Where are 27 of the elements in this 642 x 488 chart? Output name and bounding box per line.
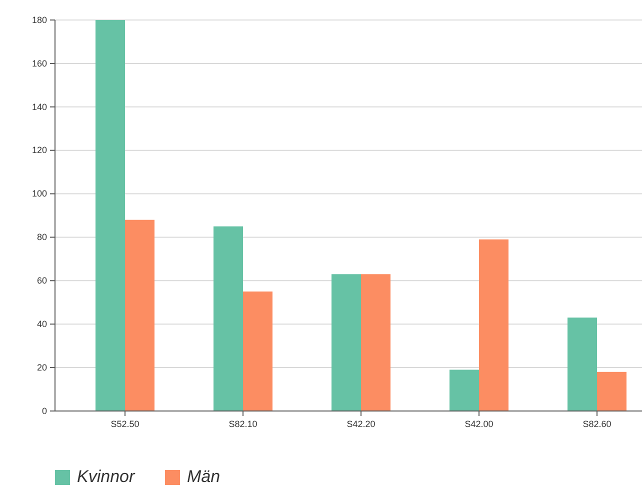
legend-label: Män [187, 467, 220, 486]
y-tick-label: 180 [32, 14, 47, 25]
bar [332, 274, 361, 411]
x-tick-label: S42.00 [464, 419, 494, 429]
bar [243, 292, 272, 411]
y-tick-label: 40 [36, 318, 47, 329]
x-tick-label: S82.10 [228, 419, 258, 429]
bar [479, 239, 508, 411]
x-tick-label: S42.20 [346, 419, 376, 429]
bar [125, 220, 154, 411]
bar [450, 370, 479, 411]
bar [597, 372, 626, 411]
y-tick-label: 160 [32, 58, 47, 68]
y-tick-label: 80 [36, 232, 47, 242]
y-tick-label: 100 [32, 188, 47, 199]
y-tick-label: 20 [36, 362, 47, 372]
bar [568, 318, 597, 411]
y-tick-label: 120 [32, 145, 47, 156]
x-tick-label: S82.60 [582, 419, 612, 429]
y-tick-label: 60 [36, 276, 47, 286]
x-tick-label: S52.50 [110, 419, 140, 429]
bar [214, 226, 243, 411]
y-tick-label: 0 [42, 406, 47, 416]
bar [96, 20, 125, 411]
legend-label: Kvinnor [77, 467, 136, 486]
y-tick-label: 140 [32, 102, 47, 112]
bar [361, 274, 390, 411]
